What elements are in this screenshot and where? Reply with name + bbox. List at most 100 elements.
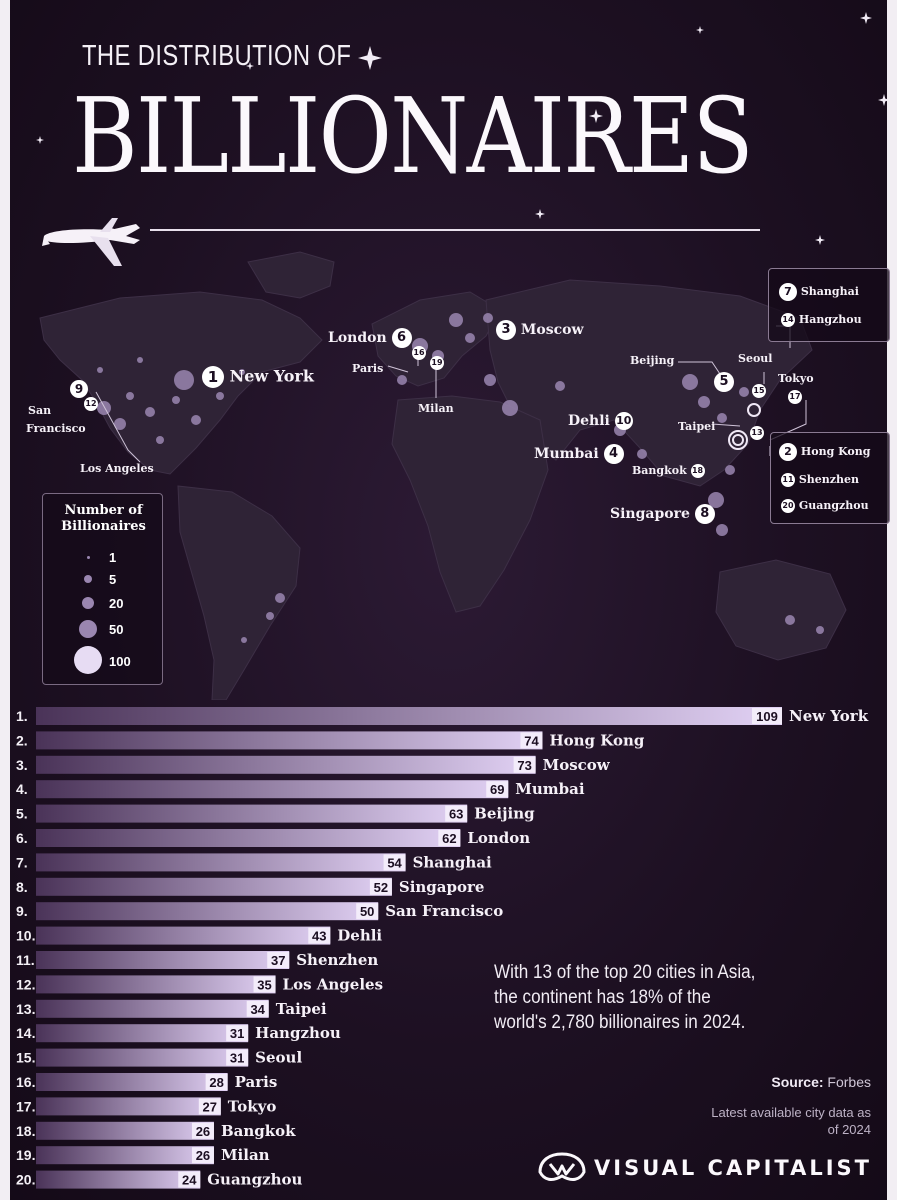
- rank-label: 9.: [16, 903, 28, 919]
- value-label: 69: [490, 782, 504, 797]
- value-box: [486, 781, 509, 798]
- bar-row: 17. 27 Tokyo: [16, 1097, 276, 1116]
- callout-hangzhou: 14 Hangzhou: [781, 313, 862, 327]
- bubble-marker: [725, 465, 735, 475]
- bar-row: 19. 26 Milan: [16, 1146, 270, 1165]
- value-label: 31: [230, 1051, 244, 1066]
- label-los-angeles: Los Angeles: [80, 462, 154, 475]
- bubble-marker: [716, 524, 728, 536]
- annotation-text: With 13 of the top 20 cities in Asia, th…: [494, 962, 756, 1033]
- category-label: Los Angeles: [283, 975, 383, 993]
- value-label: 73: [517, 758, 531, 773]
- rank-label: 6.: [16, 830, 28, 846]
- bubble-marker: [785, 615, 795, 625]
- bubble-marker: [114, 418, 126, 430]
- bar-row: 13. 34 Taipei: [16, 999, 327, 1018]
- value-box: [191, 1122, 214, 1139]
- bubble-marker: [174, 370, 194, 390]
- rank-label: 20.: [16, 1172, 35, 1188]
- bar: [36, 1097, 221, 1116]
- bar: [36, 1024, 249, 1043]
- category-label: Hangzhou: [255, 1024, 341, 1042]
- bar: [36, 877, 392, 896]
- value-label: 62: [442, 831, 456, 846]
- value-label: 28: [209, 1075, 223, 1090]
- badge-5: 5: [714, 372, 734, 392]
- bubble-marker: [484, 374, 496, 386]
- category-label: Moscow: [543, 756, 611, 774]
- bar: [36, 804, 468, 823]
- callout-shenzhen: 11 Shenzhen: [781, 473, 860, 487]
- bar: [36, 1170, 201, 1189]
- rank-label: 4.: [16, 781, 28, 797]
- main-title: BILLIONAIRES: [72, 75, 754, 197]
- left-border: [0, 0, 10, 1200]
- rank-label: 3.: [16, 757, 28, 773]
- brand: VISUAL CAPITALIST: [536, 1150, 876, 1186]
- bubble-marker: [449, 313, 463, 327]
- callout-hongkong-shenzhen-guangzhou: 2 Hong Kong 11 Shenzhen 20 Guangzhou: [770, 432, 890, 524]
- bubble-marker: [97, 367, 103, 373]
- value-label: 52: [374, 880, 388, 895]
- label-san-francisco: San Francisco: [26, 404, 86, 435]
- legend-item-20: 20: [43, 592, 164, 616]
- value-label: 34: [250, 1002, 265, 1017]
- bar-row: 10. 43 Dehli: [16, 926, 382, 945]
- bar-row: 15. 31 Seoul: [16, 1048, 302, 1067]
- badge-19: 19: [430, 356, 444, 370]
- bubble-marker: [241, 637, 247, 643]
- value-box: [226, 1025, 249, 1042]
- badge-16: 16: [412, 346, 426, 360]
- star-icon: [36, 136, 44, 144]
- badge-15: 15: [752, 384, 766, 398]
- bar-row: 7. 54 Shanghai: [16, 853, 492, 872]
- badge-17: 17: [788, 390, 802, 404]
- value-label: 26: [196, 1124, 210, 1139]
- star-icon: [860, 12, 872, 24]
- label-seoul: Seoul: [738, 352, 773, 365]
- rank-badge-1: 1: [202, 366, 224, 388]
- rank-label: 8.: [16, 879, 28, 895]
- bar: [36, 1048, 249, 1067]
- rank-label: 7.: [16, 854, 28, 870]
- star-icon: [815, 235, 825, 245]
- star-icon: [589, 109, 603, 123]
- bar-row: 1. 109 New York: [16, 707, 869, 725]
- bubble-marker: [682, 374, 698, 390]
- value-box: [246, 1000, 269, 1017]
- bar-row: 11. 37 Shenzhen: [16, 951, 378, 969]
- label-paris: Paris: [352, 362, 384, 375]
- bar-row: 18. 26 Bangkok: [16, 1121, 296, 1140]
- bubble-marker: [739, 387, 749, 397]
- value-box: [513, 756, 536, 773]
- legend-item-50: 50: [43, 618, 164, 642]
- rank-label: 12.: [16, 976, 35, 992]
- value-label: 74: [524, 733, 539, 748]
- callout-shanghai-hangzhou: 7 Shanghai 14 Hangzhou: [768, 268, 890, 342]
- bar-row: 12. 35 Los Angeles: [16, 975, 383, 994]
- label-taipei: Taipei: [678, 420, 716, 433]
- rank-label: 16.: [16, 1074, 35, 1090]
- bubble-marker: [191, 415, 201, 425]
- bubble-marker: [816, 626, 824, 634]
- legend-item-100: 100: [43, 646, 164, 674]
- bar: [36, 926, 331, 945]
- value-box: [520, 732, 543, 749]
- star-icon: [535, 209, 545, 219]
- rank-label: 2.: [16, 732, 28, 748]
- value-label: 63: [449, 807, 463, 822]
- legend: Number of Billionaires 1 5 20 50 100: [42, 493, 163, 685]
- legend-item-1: 1: [43, 546, 164, 570]
- label-san-francisco-rank: 9: [70, 380, 88, 398]
- value-label: 24: [182, 1173, 197, 1188]
- value-box: [356, 903, 379, 920]
- rank-label: 19.: [16, 1147, 35, 1163]
- bubble-marker: [172, 396, 180, 404]
- value-box: [253, 976, 276, 993]
- value-label: 109: [756, 709, 778, 724]
- rank-label: 18.: [16, 1123, 35, 1139]
- bubble-marker: [137, 357, 143, 363]
- callout-shanghai: 7 Shanghai: [779, 283, 859, 301]
- rank-label: 10.: [16, 928, 35, 944]
